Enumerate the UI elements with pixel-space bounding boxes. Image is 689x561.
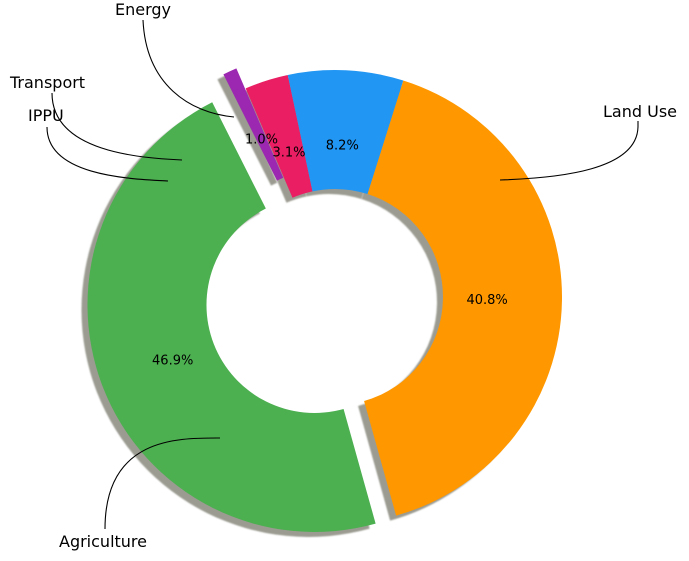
pct-label-land-use: 40.8% xyxy=(466,293,507,308)
slice-agriculture xyxy=(87,102,376,532)
category-label-land-use: Land Use xyxy=(603,102,677,121)
leader-line-agriculture xyxy=(104,437,221,530)
slice-transport xyxy=(245,74,313,198)
slice-energy xyxy=(287,70,404,194)
pct-label-ippu: 1.0% xyxy=(245,133,278,148)
category-label-transport: Transport xyxy=(9,73,85,92)
chart-labels: 40.8% Land Use 46.9% Agriculture 1.0% IPPU 3.1… xyxy=(9,0,677,551)
slice-land-use xyxy=(364,80,562,516)
category-label-ippu: IPPU xyxy=(28,106,64,125)
slice-ippu xyxy=(223,68,284,181)
leader-line-land-use xyxy=(499,121,639,181)
category-label-energy: Energy xyxy=(115,0,171,19)
leader-lines xyxy=(46,19,639,530)
pct-label-transport: 3.1% xyxy=(272,146,305,161)
leader-line-ippu xyxy=(46,126,169,182)
pct-label-energy: 8.2% xyxy=(326,139,359,154)
category-label-agriculture: Agriculture xyxy=(59,532,147,551)
leader-line-transport xyxy=(51,92,183,161)
pct-label-agriculture: 46.9% xyxy=(152,354,193,369)
leader-line-energy xyxy=(142,19,235,118)
slice-shadow-ippu xyxy=(217,73,278,186)
donut-slices xyxy=(87,68,562,532)
